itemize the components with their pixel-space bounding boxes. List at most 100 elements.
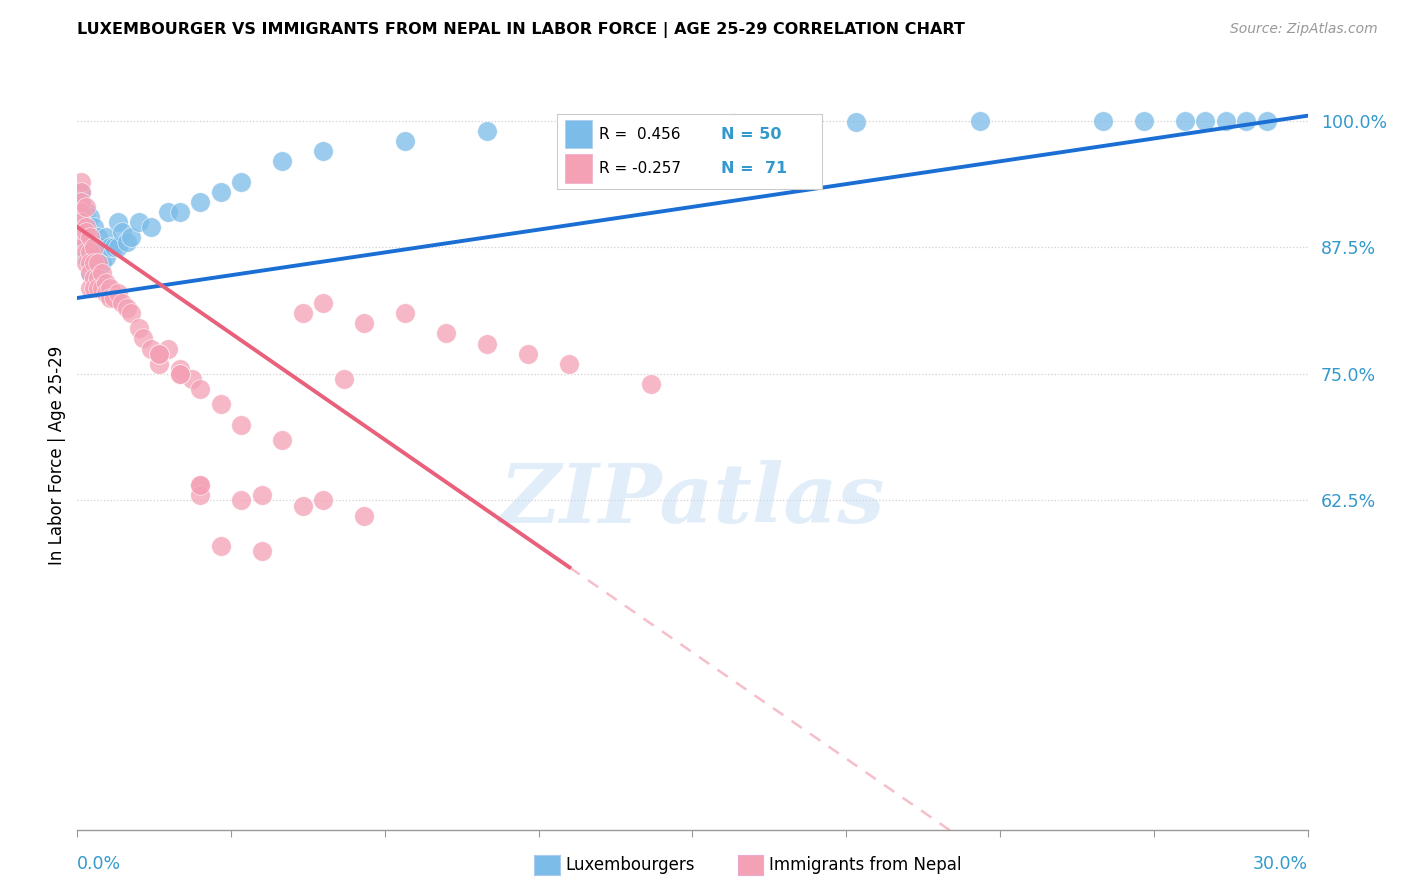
Point	[70, 205, 93, 219]
Point	[79, 210, 101, 224]
Point	[169, 205, 191, 219]
Point	[188, 194, 212, 209]
Point	[83, 220, 105, 235]
Point	[353, 508, 375, 523]
Point	[83, 255, 105, 269]
Point	[94, 285, 117, 300]
Point	[98, 240, 121, 254]
Point	[1256, 113, 1278, 128]
Point	[70, 235, 93, 250]
Point	[120, 230, 142, 244]
Point	[250, 544, 273, 558]
Point	[188, 382, 212, 396]
Point	[723, 116, 745, 130]
Point	[141, 220, 163, 235]
Point	[231, 175, 253, 189]
Point	[90, 281, 114, 295]
Point	[291, 499, 314, 513]
Point	[209, 539, 232, 553]
Point	[128, 215, 150, 229]
Point	[148, 346, 170, 360]
Text: 0.0%: 0.0%	[77, 855, 121, 873]
Point	[132, 331, 155, 345]
Point	[94, 230, 117, 244]
Point	[98, 281, 121, 295]
Point	[188, 478, 212, 492]
Point	[333, 372, 356, 386]
Point	[291, 306, 314, 320]
Point	[79, 255, 101, 269]
Point	[83, 240, 105, 254]
Point	[83, 281, 105, 295]
Point	[70, 175, 93, 189]
Point	[353, 316, 375, 330]
Point	[312, 296, 335, 310]
Point	[599, 119, 621, 133]
Point	[181, 372, 204, 386]
Point	[70, 235, 93, 250]
Text: LUXEMBOURGER VS IMMIGRANTS FROM NEPAL IN LABOR FORCE | AGE 25-29 CORRELATION CHA: LUXEMBOURGER VS IMMIGRANTS FROM NEPAL IN…	[77, 22, 965, 38]
Point	[169, 367, 191, 381]
Point	[169, 362, 191, 376]
Text: ZIPatlas: ZIPatlas	[499, 460, 886, 540]
Point	[87, 281, 110, 295]
Point	[87, 255, 110, 269]
Bar	[565, 154, 592, 183]
Point	[75, 255, 97, 269]
Point	[1234, 113, 1257, 128]
Point	[231, 417, 253, 432]
Text: R =  0.456: R = 0.456	[599, 127, 681, 142]
Point	[75, 235, 97, 250]
Point	[70, 185, 93, 199]
Text: Source: ZipAtlas.com: Source: ZipAtlas.com	[1230, 22, 1378, 37]
Point	[75, 235, 97, 250]
Point	[558, 357, 581, 371]
Point	[107, 240, 129, 254]
Point	[79, 266, 101, 280]
Point	[188, 478, 212, 492]
Point	[103, 240, 125, 254]
Point	[87, 245, 110, 260]
Point	[517, 346, 540, 360]
Point	[209, 185, 232, 199]
Point	[115, 301, 138, 315]
Point	[111, 225, 134, 239]
Point	[141, 342, 163, 356]
Point	[845, 115, 868, 129]
Point	[107, 285, 129, 300]
Point	[70, 194, 93, 209]
Point	[98, 291, 121, 305]
Point	[156, 205, 179, 219]
Point	[87, 230, 110, 244]
Point	[75, 245, 97, 260]
Point	[79, 281, 101, 295]
Point	[436, 326, 458, 341]
Point	[1215, 113, 1237, 128]
Point	[90, 266, 114, 280]
Point	[477, 124, 499, 138]
Point	[312, 144, 335, 158]
Text: N =  71: N = 71	[721, 161, 787, 177]
Bar	[565, 120, 592, 148]
Point	[115, 235, 138, 250]
Text: R = -0.257: R = -0.257	[599, 161, 682, 177]
Point	[75, 251, 97, 265]
Point	[87, 270, 110, 285]
Point	[70, 194, 93, 209]
Text: 30.0%: 30.0%	[1253, 855, 1308, 873]
Point	[169, 367, 191, 381]
Point	[394, 134, 416, 148]
Point	[312, 493, 335, 508]
Point	[271, 154, 294, 169]
Point	[83, 260, 105, 275]
Point	[75, 220, 97, 235]
Text: Luxembourgers: Luxembourgers	[565, 856, 695, 874]
Y-axis label: In Labor Force | Age 25-29: In Labor Force | Age 25-29	[48, 345, 66, 565]
Point	[1194, 113, 1216, 128]
Point	[1132, 113, 1154, 128]
Point	[148, 346, 170, 360]
Point	[271, 433, 294, 447]
Text: N = 50: N = 50	[721, 127, 782, 142]
Point	[79, 245, 101, 260]
Point	[79, 251, 101, 265]
